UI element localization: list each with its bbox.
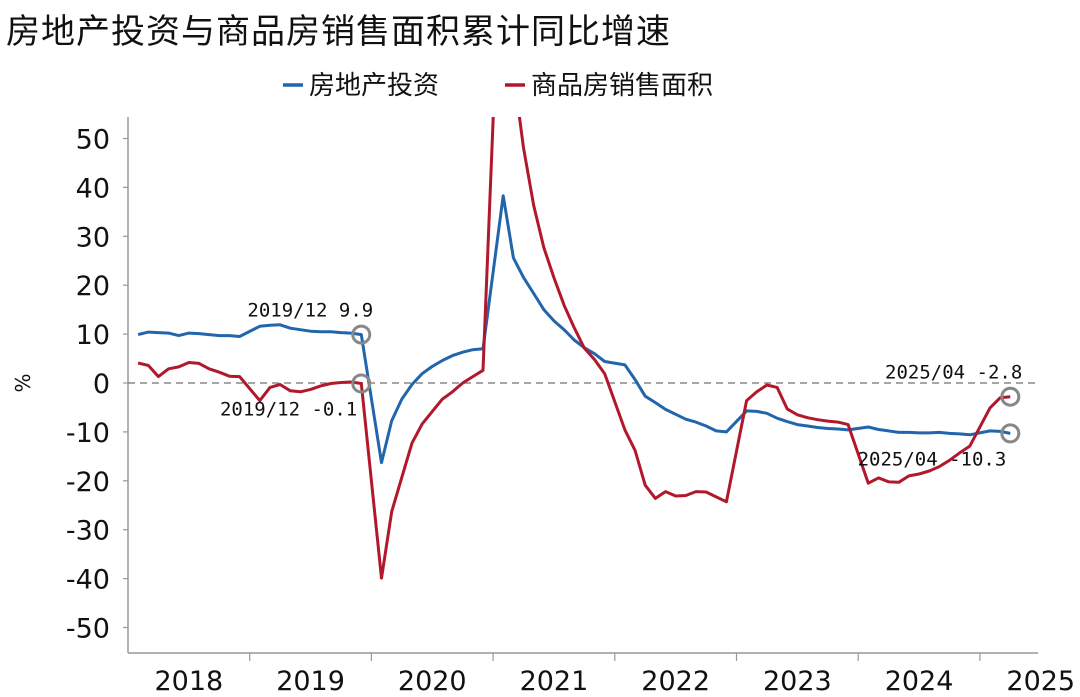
annotation-marker-3 [1000,386,1021,407]
y-tick-label: -30 [66,516,110,547]
annotation-label-4: 2025/04 -10.3 [858,448,1007,470]
y-tick-label: 10 [76,320,110,351]
series-lines [137,117,1011,580]
x-tick-label: 2024 [885,666,954,697]
y-tick-label: 0 [93,369,110,400]
annotation-marker-1 [351,324,372,345]
y-tick-label: 50 [76,125,110,156]
annotations: 2019/12 9.9 2019/12 -0.1 2025/04 -2.8 2025/… [220,300,1022,471]
series-line-2 [137,117,1011,580]
x-tick-label: 2021 [520,666,589,697]
annotation-marker-2 [351,373,372,394]
y-tick-label: 20 [76,271,110,302]
x-tick-label: 2022 [641,666,710,697]
axes: 50 40 30 20 10 0 -10 -20 -30 -40 -50% 2018 2019 2020 2… [11,117,1075,697]
annotation-label-1: 2019/12 9.9 [247,300,373,322]
legend: 房地产投资 商品房销售面积 [283,71,713,101]
x-tick-label: 2019 [276,666,345,697]
x-tick-label: 2018 [154,666,223,697]
chart-title: 房地产投资与商品房销售面积累计同比增速 [6,12,671,52]
series-line-1 [137,194,1011,465]
annotation-marker-4 [1000,423,1021,444]
annotation-label-3: 2025/04 -2.8 [885,362,1022,384]
y-axis-label: % [11,373,35,392]
y-tick-label: -50 [66,614,110,645]
annotation-label-2: 2019/12 -0.1 [220,398,357,420]
y-tick-label: -10 [66,418,110,449]
x-tick-label: 2025 [1006,666,1075,697]
x-tick-label: 2023 [763,666,832,697]
legend-label-2: 商品房销售面积 [531,71,713,101]
y-tick-label: -40 [66,565,110,596]
legend-label-1: 房地产投资 [309,71,439,101]
y-tick-label: -20 [66,467,110,498]
y-tick-label: 40 [76,173,110,204]
y-tick-label: 30 [76,222,110,253]
x-tick-label: 2020 [398,666,467,697]
